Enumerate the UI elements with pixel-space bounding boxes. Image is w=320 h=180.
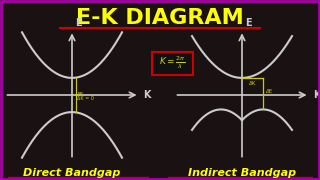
Text: E: E (75, 18, 82, 28)
Text: $K = \frac{2\pi}{\lambda}$: $K = \frac{2\pi}{\lambda}$ (159, 55, 185, 71)
Text: ΔK: ΔK (249, 81, 256, 86)
Text: ΔK = 0: ΔK = 0 (77, 96, 94, 100)
Text: K: K (314, 90, 320, 100)
Text: ΔE: ΔE (77, 91, 84, 96)
Text: ΔE: ΔE (266, 89, 273, 94)
Text: E: E (245, 18, 252, 28)
FancyBboxPatch shape (151, 51, 193, 75)
Text: K: K (143, 90, 151, 100)
Text: E-K DIAGRAM: E-K DIAGRAM (76, 8, 244, 28)
Text: Direct Bandgap: Direct Bandgap (23, 168, 121, 178)
Text: Indirect Bandgap: Indirect Bandgap (188, 168, 296, 178)
